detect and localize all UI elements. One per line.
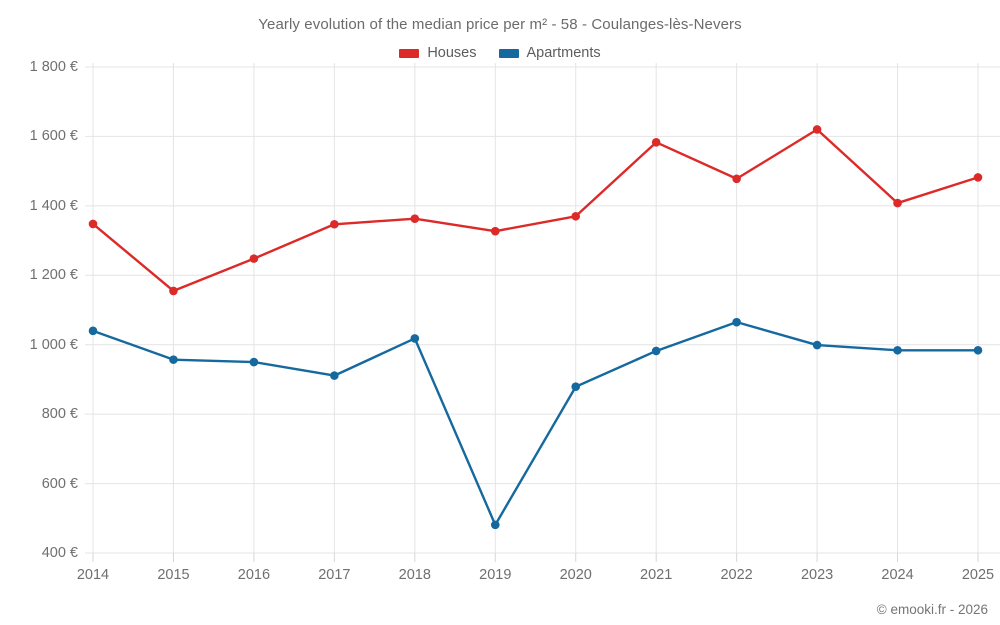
y-axis-tick-label: 800 €	[41, 406, 78, 423]
legend-label-houses: Houses	[427, 45, 477, 61]
data-point[interactable]	[249, 357, 259, 367]
x-axis-tick-label: 2015	[157, 567, 190, 583]
x-axis-tick-label: 2019	[479, 567, 512, 583]
legend-swatch-icon	[498, 48, 519, 58]
data-point[interactable]	[571, 211, 581, 221]
legend-label-apartments: Apartments	[526, 45, 601, 61]
series-line-houses	[91, 128, 980, 293]
legend-swatch-icon	[399, 48, 420, 58]
data-point[interactable]	[732, 317, 741, 327]
data-point[interactable]	[812, 340, 822, 350]
x-axis-tick-label: 2025	[961, 567, 995, 583]
data-point[interactable]	[169, 355, 178, 364]
x-axis-tick-label: 2014	[76, 567, 110, 583]
data-point[interactable]	[732, 174, 741, 184]
footer-credit: © emooki.fr - 2026	[876, 602, 988, 617]
data-point[interactable]	[410, 214, 420, 224]
y-axis-tick-label: 400 €	[41, 545, 78, 561]
x-axis-tick-label: 2020	[559, 567, 592, 583]
data-point[interactable]	[893, 198, 902, 208]
x-axis-tick-label: 2017	[318, 567, 351, 583]
data-point[interactable]	[571, 382, 581, 392]
x-axis-tick-label: 2022	[720, 567, 753, 583]
y-axis-tick-label: 1 400 €	[29, 197, 78, 214]
y-axis: 400 € 600 € 800 € 1 000 € 1 200 € 1 400 € 1 60…	[0, 0, 78, 625]
x-axis-tick-label: 2018	[398, 567, 431, 583]
y-axis-tick-label: 600 €	[41, 475, 78, 492]
data-point[interactable]	[88, 219, 98, 229]
chart-legend: Houses Apartments	[0, 45, 1000, 61]
y-axis-tick-label: 1 200 €	[29, 267, 78, 284]
data-point[interactable]	[249, 254, 259, 263]
data-point[interactable]	[169, 286, 178, 296]
legend-item-houses[interactable]: Houses	[399, 45, 477, 61]
x-axis-tick-label: 2024	[881, 567, 914, 583]
data-point[interactable]	[973, 173, 983, 182]
chart-title: Yearly evolution of the median price per…	[258, 16, 742, 33]
data-point[interactable]	[330, 371, 339, 380]
x-axis-tick-label: 2021	[640, 567, 673, 583]
data-point[interactable]	[893, 345, 902, 355]
y-axis-tick-label: 1 600 €	[29, 128, 78, 145]
data-point[interactable]	[812, 125, 822, 134]
legend-item-apartments[interactable]: Apartments	[498, 45, 601, 61]
data-point[interactable]	[490, 520, 500, 530]
data-point[interactable]	[651, 346, 661, 356]
y-axis-tick-label: 1 800 €	[29, 59, 78, 75]
data-point[interactable]	[490, 226, 500, 236]
x-axis-tick-label: 2023	[800, 567, 834, 583]
data-point[interactable]	[973, 345, 983, 355]
y-axis-tick-label: 1 000 €	[29, 336, 78, 353]
data-point[interactable]	[88, 326, 98, 336]
data-point[interactable]	[330, 219, 339, 229]
data-point[interactable]	[651, 138, 661, 147]
x-axis-tick-label: 2016	[237, 567, 271, 583]
series-line-apartments	[91, 320, 980, 527]
data-point[interactable]	[410, 334, 420, 343]
